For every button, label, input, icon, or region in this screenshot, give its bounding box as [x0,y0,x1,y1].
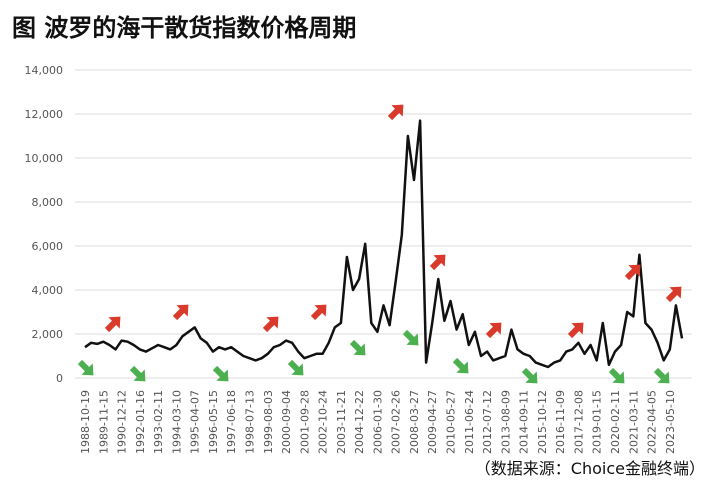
x-tick-label: 2020-02-11 [609,390,622,454]
cycle-arrow [653,367,670,384]
x-tick-label: 2021-03-11 [627,390,640,454]
cycle-arrow [485,322,502,339]
x-tick-label: 2011-06-24 [463,390,476,454]
cycle-arrow [567,322,584,339]
cycle-arrow [429,254,446,271]
x-tick-label: 2002-10-24 [317,390,330,454]
arrow-shape [349,339,366,356]
arrow-shape [608,367,625,384]
x-tick-label: 2014-09-11 [518,390,531,454]
y-tick-label: 10,000 [25,152,64,165]
arrow-shape [452,357,469,374]
y-tick-label: 14,000 [25,64,64,77]
x-tick-label: 1998-07-13 [243,390,256,454]
x-tick-label: 1992-01-16 [134,390,147,454]
arrow-shape [310,304,327,321]
x-tick-label: 2015-10-12 [536,390,549,454]
x-tick-label: 2013-08-09 [499,390,512,454]
cycle-arrow [310,304,327,321]
y-tick-label: 0 [56,372,63,385]
x-tick-label: 2022-04-05 [646,390,659,454]
arrow-shape [129,365,146,382]
x-tick-label: 1993-02-11 [152,390,165,454]
cycle-arrow [287,359,304,376]
cycle-arrow [129,365,146,382]
cycle-arrow [521,367,538,384]
arrow-shape [212,365,229,382]
chart-title: 图 波罗的海干散货指数价格周期 [12,14,356,42]
arrow-shape [287,359,304,376]
x-tick-label: 2007-02-26 [390,390,403,454]
arrow-shape [262,316,279,333]
y-tick-label: 12,000 [25,108,64,121]
cycle-arrow [104,316,121,333]
arrow-shape [653,367,670,384]
arrow-shape [429,254,446,271]
x-tick-label: 1988-10-19 [79,390,92,454]
cycle-arrow [665,286,682,303]
x-tick-label: 2017-12-08 [572,390,585,454]
y-tick-label: 2,000 [32,328,64,341]
line [84,119,684,369]
x-tick-label: 2019-01-15 [591,390,604,454]
arrow-shape [77,359,94,376]
x-tick-label: 2009-04-27 [426,390,439,454]
x-tick-label: 2001-09-28 [298,390,311,454]
arrow-shape [104,316,121,333]
cycle-arrow [77,359,94,376]
cycle-arrow [402,329,419,346]
arrow-shape [567,322,584,339]
x-tick-label: 2008-03-27 [408,390,421,454]
cycle-arrow [452,357,469,374]
source: （数据来源：Choice金融终端） [475,459,705,478]
cycle-arrow [212,365,229,382]
arrow-shape [387,104,404,121]
arrow-shape [172,304,189,321]
x-tick-label: 1989-11-15 [97,390,110,454]
y-tick-label: 8,000 [32,196,64,209]
x-tick-label: 2016-11-09 [554,390,567,454]
x-tick-label: 1996-05-15 [207,390,220,454]
x-tick-label: 2000-09-04 [280,390,293,454]
y-tick-label: 4,000 [32,284,64,297]
y-tick-label: 6,000 [32,240,64,253]
x-tick-label: 1999-08-03 [262,390,275,454]
cycle-arrow [349,339,366,356]
arrow-shape [521,367,538,384]
arrow-shape [624,264,641,281]
cycle-arrow [262,316,279,333]
x-tick-label: 2023-05-10 [664,390,677,454]
cycle-arrow [624,264,641,281]
arrow-shape [485,322,502,339]
arrow-shape [402,329,419,346]
x-tick-label: 1994-03-10 [170,390,183,454]
cycle-arrow [608,367,625,384]
cycle-arrow [387,104,404,121]
arrow-shape [665,286,682,303]
x-tick-label: 1997-06-18 [225,390,238,454]
x-tick-label: 1995-04-07 [189,390,202,454]
x-tick-label: 2003-11-21 [335,390,348,454]
x-tick-label: 2006-01-30 [371,390,384,454]
x-tick-label: 2004-12-22 [353,390,366,454]
x-tick-label: 1990-12-12 [116,390,129,454]
x-tick-label: 2010-05-27 [445,390,458,454]
x-tick-label: 2012-07-12 [481,390,494,454]
cycle-arrow [172,304,189,321]
